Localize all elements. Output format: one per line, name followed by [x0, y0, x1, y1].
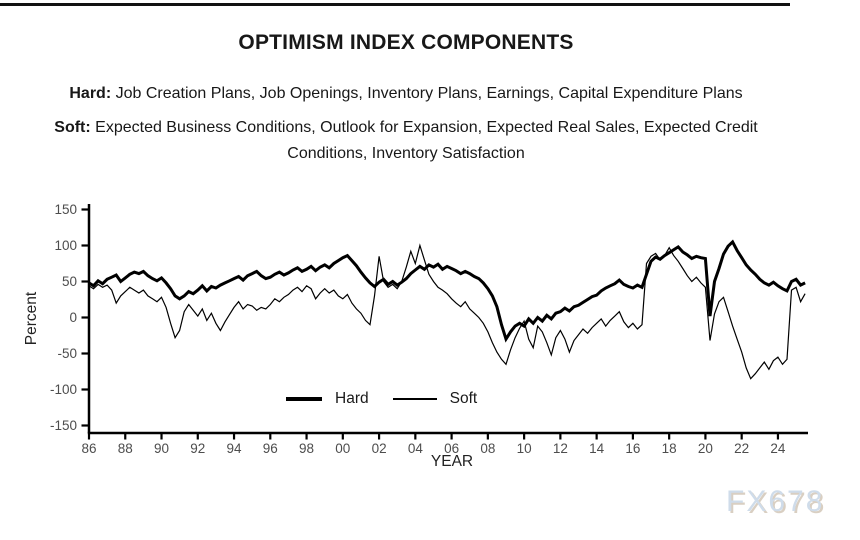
x-tick-label: 16 [625, 441, 640, 456]
chart-title: OPTIMISM INDEX COMPONENTS [238, 31, 574, 54]
x-tick-label: 10 [517, 441, 532, 456]
x-tick-label: 04 [408, 441, 424, 456]
x-tick-label: 14 [589, 441, 605, 456]
x-tick-label: 90 [154, 441, 169, 456]
x-tick-label: 98 [299, 441, 314, 456]
hard-prefix: Hard: [69, 85, 112, 102]
y-tick-label: 50 [62, 274, 77, 289]
x-tick-label: 08 [480, 441, 495, 456]
x-tick-label: 12 [553, 441, 568, 456]
series-hard [88, 239, 806, 343]
x-tick-label: 06 [444, 441, 459, 456]
y-tick-label: 0 [69, 310, 77, 325]
x-tick-label: 88 [118, 441, 133, 456]
legend-hard-label: Hard [335, 390, 369, 407]
fx678-watermark: FX678 [726, 485, 825, 518]
subtitle-hard: Hard: Job Creation Plans, Job Openings, … [0, 81, 812, 107]
top-border-rule [0, 3, 790, 6]
x-tick-label: 00 [335, 441, 350, 456]
x-tick-label: 20 [698, 441, 713, 456]
x-tick-label: 94 [227, 441, 243, 456]
x-tick-label: 02 [372, 441, 387, 456]
x-tick-label: 18 [662, 441, 677, 456]
chart-legend: Hard Soft [286, 390, 477, 408]
y-tick-label: -150 [50, 418, 77, 433]
y-axis-title: Percent [23, 291, 40, 345]
x-tick-label: 92 [190, 441, 205, 456]
hard-line-swatch [286, 397, 322, 401]
hard-components-text: Job Creation Plans, Job Openings, Invent… [111, 85, 743, 102]
soft-line-swatch [392, 398, 437, 400]
soft-prefix: Soft: [54, 119, 91, 136]
series-soft [88, 243, 806, 380]
y-tick-label: -50 [57, 346, 77, 361]
y-tick-label: 150 [54, 202, 77, 217]
x-tick-label: 22 [734, 441, 749, 456]
legend-soft-label: Soft [449, 390, 478, 407]
optimism-components-line-chart: 150 100 50 0 -50 -100 -150 86 88 90 92 94 96 98 00 02 04… [23, 202, 808, 470]
subtitle-soft: Soft: Expected Business Conditions, Outl… [0, 115, 812, 167]
x-tick-label: 96 [263, 441, 278, 456]
x-axis-title: YEAR [431, 453, 473, 470]
soft-components-text: Expected Business Conditions, Outlook fo… [90, 119, 758, 162]
y-tick-label: 100 [54, 238, 77, 253]
y-tick-label: -100 [50, 382, 77, 397]
x-tick-label: 24 [770, 441, 786, 456]
x-tick-label: 86 [81, 441, 96, 456]
